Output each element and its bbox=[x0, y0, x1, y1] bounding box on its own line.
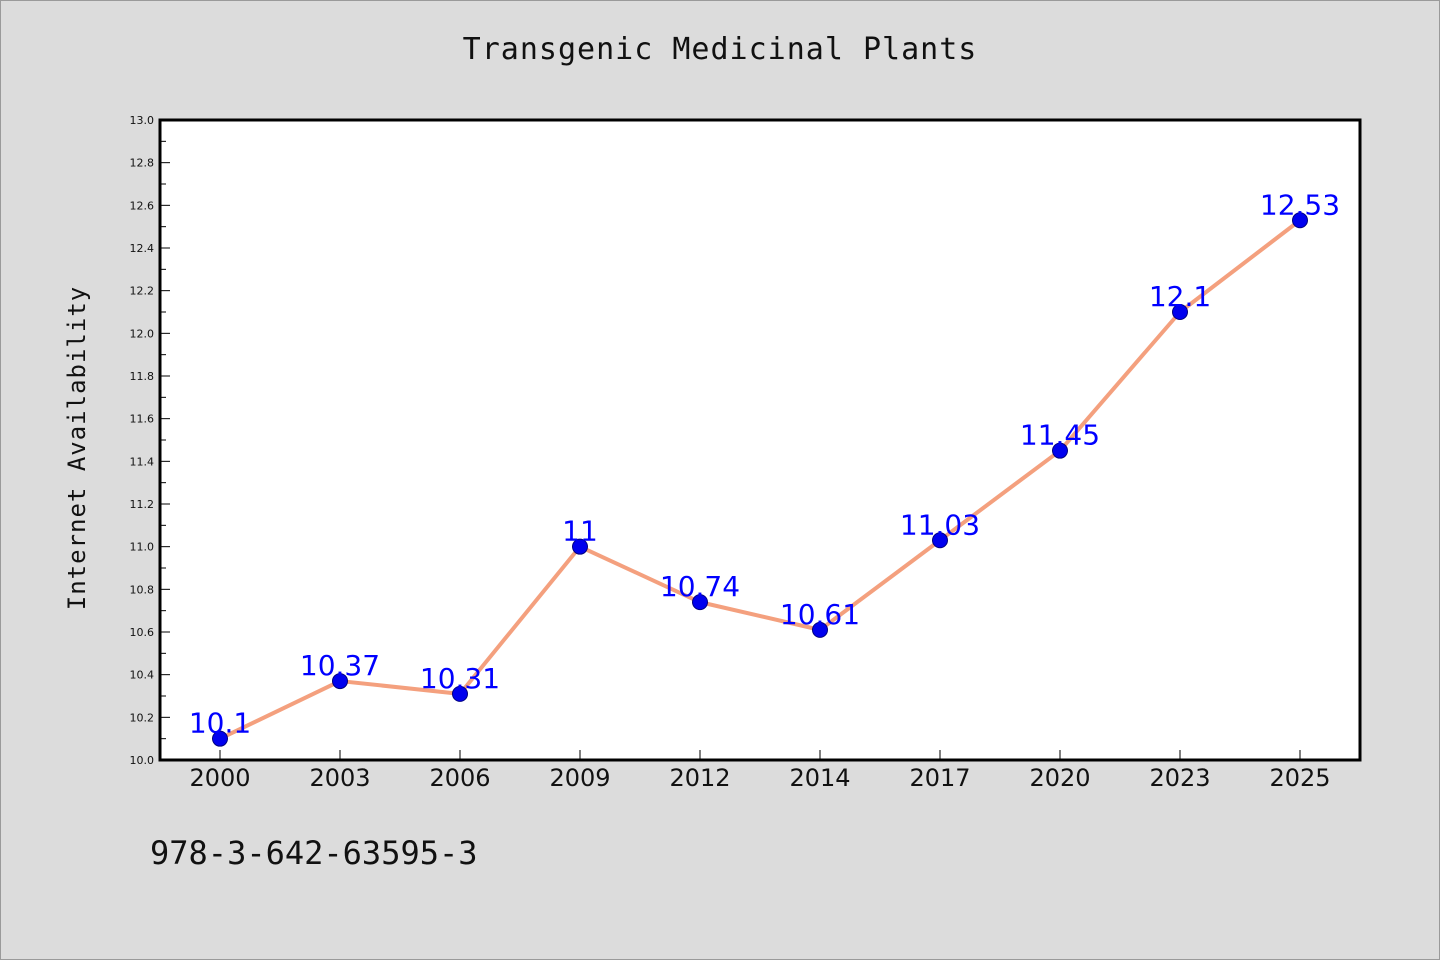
data-label: 12.1 bbox=[1149, 280, 1211, 313]
data-point bbox=[212, 730, 228, 747]
footer-code: 978-3-642-63595-3 bbox=[150, 834, 478, 872]
x-tick-label: 2014 bbox=[789, 764, 850, 792]
y-tick-label: 10.4 bbox=[130, 669, 155, 682]
y-tick-label: 11.4 bbox=[130, 455, 155, 468]
y-tick-label: 13.0 bbox=[130, 114, 155, 127]
data-label: 11.03 bbox=[900, 508, 980, 541]
y-tick-label: 12.0 bbox=[130, 327, 155, 340]
x-tick-label: 2023 bbox=[1149, 764, 1210, 792]
y-tick-label: 12.6 bbox=[130, 199, 155, 212]
plot-area bbox=[158, 118, 1362, 762]
x-tick-label: 2003 bbox=[309, 764, 370, 792]
data-label: 10.61 bbox=[780, 598, 860, 631]
y-tick-label: 11.6 bbox=[130, 413, 155, 426]
x-tick-label: 2017 bbox=[909, 764, 970, 792]
y-tick-label: 11.0 bbox=[130, 541, 155, 554]
data-point bbox=[452, 685, 468, 702]
x-tick-label: 2009 bbox=[549, 764, 610, 792]
x-tick-label: 2020 bbox=[1029, 764, 1090, 792]
x-tick-label: 2012 bbox=[669, 764, 730, 792]
data-point bbox=[572, 538, 588, 555]
y-tick-label: 10.6 bbox=[130, 626, 155, 639]
series-line bbox=[219, 218, 1302, 741]
x-tick-label: 2000 bbox=[189, 764, 250, 792]
chart-title: Transgenic Medicinal Plants bbox=[462, 32, 978, 67]
y-tick-label: 10.0 bbox=[130, 754, 155, 767]
data-point bbox=[692, 594, 708, 611]
data-point bbox=[1172, 304, 1188, 320]
data-point bbox=[932, 532, 948, 549]
y-tick-label: 11.8 bbox=[130, 370, 155, 383]
y-tick-label: 11.2 bbox=[130, 498, 155, 511]
data-label: 10.37 bbox=[300, 649, 380, 682]
data-point bbox=[812, 621, 828, 638]
y-tick-label: 10.2 bbox=[130, 711, 155, 724]
y-tick-label: 12.4 bbox=[130, 242, 155, 255]
x-tick-label: 2025 bbox=[1269, 764, 1330, 792]
data-point bbox=[1052, 442, 1068, 459]
x-tick-label: 2006 bbox=[429, 764, 490, 792]
data-label: 10.31 bbox=[420, 662, 500, 695]
data-label: 10.74 bbox=[660, 570, 740, 603]
data-point bbox=[1292, 212, 1308, 229]
y-tick-label: 12.2 bbox=[130, 285, 155, 298]
y-tick-label: 10.8 bbox=[130, 583, 155, 596]
data-point bbox=[332, 673, 348, 690]
data-label: 12.53 bbox=[1260, 188, 1340, 221]
data-label: 10.1 bbox=[189, 707, 251, 740]
data-label: 11 bbox=[562, 515, 598, 548]
data-label: 11.45 bbox=[1020, 419, 1100, 452]
y-tick-label: 12.8 bbox=[130, 157, 155, 170]
